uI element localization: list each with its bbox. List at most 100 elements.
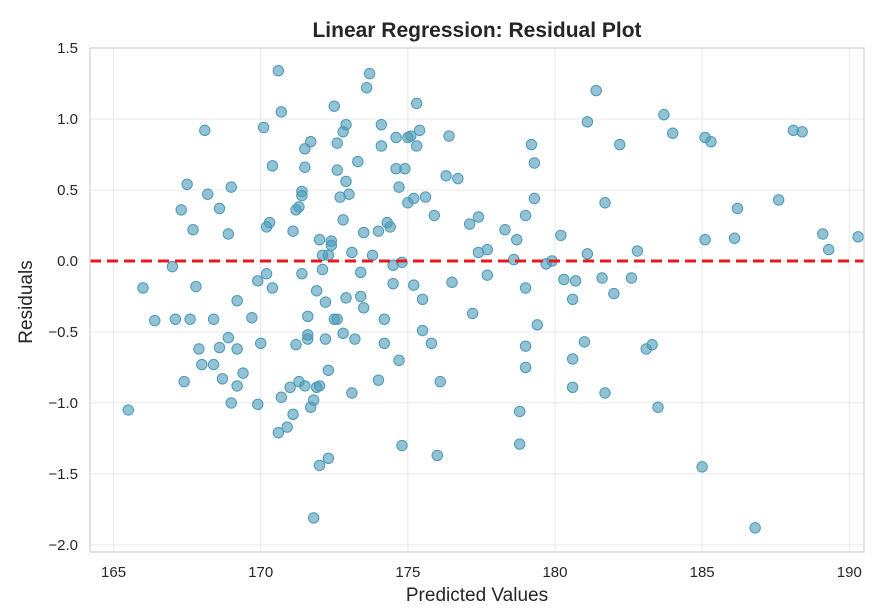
y-axis-label: Residuals <box>16 260 37 343</box>
data-point <box>646 339 658 351</box>
data-point <box>375 140 388 152</box>
data-point <box>325 235 338 247</box>
data-point <box>284 381 296 394</box>
data-point <box>555 229 567 242</box>
y-tick-label: 1.0 <box>57 111 78 128</box>
data-point <box>310 285 323 297</box>
data-point <box>378 337 390 350</box>
data-point <box>175 204 187 216</box>
data-point <box>307 512 320 524</box>
data-point <box>184 313 196 325</box>
data-point <box>363 67 376 80</box>
y-tick-label: 0.5 <box>57 182 78 199</box>
data-point <box>658 109 670 121</box>
data-point <box>207 358 220 371</box>
data-point <box>340 118 352 131</box>
data-point <box>355 266 367 279</box>
data-point <box>625 272 638 284</box>
data-point <box>207 313 220 325</box>
x-tick-label: 175 <box>395 564 420 581</box>
y-tick-label: −1.0 <box>48 395 78 412</box>
data-point <box>466 307 479 320</box>
data-point <box>322 364 335 376</box>
data-point <box>296 185 308 198</box>
y-tick-label: −2.0 <box>48 537 78 554</box>
data-point <box>581 116 594 128</box>
data-point <box>499 224 511 236</box>
data-point <box>408 192 420 205</box>
data-point <box>416 324 429 337</box>
x-axis-ticks: 165 170 175 180 185 190 <box>101 564 862 581</box>
x-tick-label: 170 <box>248 564 273 581</box>
data-point <box>346 246 358 259</box>
data-point <box>390 131 402 144</box>
data-point <box>357 302 370 314</box>
data-point <box>590 84 602 97</box>
data-point <box>446 276 458 288</box>
y-tick-label: −1.5 <box>48 466 78 483</box>
data-point <box>558 273 570 286</box>
data-point <box>817 228 829 240</box>
data-point <box>319 296 332 308</box>
data-point <box>431 449 443 462</box>
data-point <box>272 427 285 439</box>
data-point <box>290 339 302 351</box>
data-point <box>357 226 370 239</box>
data-point <box>254 337 267 350</box>
data-point <box>222 228 235 240</box>
data-point <box>340 175 352 188</box>
data-point <box>263 216 276 229</box>
data-point <box>528 157 541 169</box>
data-point <box>410 97 423 110</box>
data-point <box>667 127 679 139</box>
data-point <box>413 124 426 137</box>
data-point <box>531 319 544 331</box>
data-point <box>296 268 308 280</box>
data-point <box>513 405 526 418</box>
data-point <box>305 136 317 148</box>
data-point <box>566 293 579 305</box>
data-point <box>169 313 182 325</box>
data-point <box>519 282 532 294</box>
data-point <box>199 124 211 137</box>
data-point <box>372 374 385 386</box>
data-point <box>443 130 455 142</box>
data-point <box>393 354 405 367</box>
data-point <box>440 170 452 182</box>
data-point <box>525 138 538 151</box>
data-point <box>796 126 808 138</box>
data-point <box>196 358 208 371</box>
data-point <box>213 202 226 215</box>
data-point <box>352 155 364 168</box>
data-point <box>416 293 429 305</box>
data-point <box>408 279 420 291</box>
data-point <box>328 100 340 112</box>
data-point <box>302 310 314 323</box>
data-point <box>299 161 311 173</box>
data-point <box>519 209 532 222</box>
data-point <box>313 380 326 392</box>
chart-title: Linear Regression: Residual Plot <box>312 19 641 42</box>
x-tick-label: 180 <box>542 564 567 581</box>
data-point <box>705 136 717 148</box>
y-axis-ticks: −2.0 −1.5 −1.0 −0.5 0.0 0.5 1.0 1.5 <box>48 40 78 554</box>
data-point <box>340 292 352 304</box>
data-point <box>581 248 594 260</box>
data-point <box>287 225 299 237</box>
data-point <box>652 401 664 413</box>
data-point <box>481 269 494 281</box>
data-point <box>287 408 299 420</box>
data-point <box>355 290 367 303</box>
data-point <box>337 327 349 340</box>
data-point <box>331 313 343 325</box>
data-point <box>472 211 485 223</box>
data-point <box>337 214 349 226</box>
data-point <box>231 380 243 392</box>
data-point <box>266 160 279 172</box>
data-point <box>405 130 417 142</box>
data-point <box>313 233 326 246</box>
grid <box>90 47 864 552</box>
data-point <box>225 397 237 409</box>
data-point <box>166 260 179 273</box>
data-point <box>319 333 332 345</box>
